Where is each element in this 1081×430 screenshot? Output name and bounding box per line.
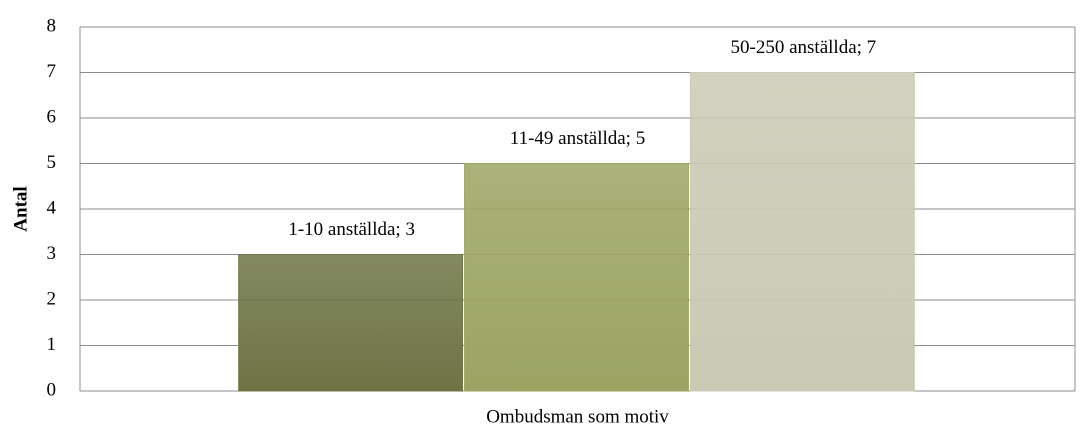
y-axis-label: Antal — [10, 186, 31, 231]
x-tick-label: Ombudsman som motiv — [486, 406, 669, 427]
y-tick-label: 8 — [47, 15, 57, 36]
bar — [238, 254, 464, 392]
bar — [464, 163, 689, 392]
y-tick-label: 7 — [47, 61, 57, 82]
y-tick-label: 1 — [47, 334, 57, 355]
data-label: 11-49 anställda; 5 — [510, 128, 645, 149]
y-tick-label: 3 — [47, 243, 57, 264]
y-tick-label: 2 — [47, 288, 57, 309]
data-label: 50-250 anställda; 7 — [731, 37, 877, 58]
y-tick-label: 5 — [47, 152, 57, 173]
bar — [689, 72, 915, 392]
y-tick-label: 6 — [47, 106, 57, 127]
y-tick-label: 0 — [47, 379, 57, 400]
y-tick-label: 4 — [47, 197, 57, 218]
data-label: 1-10 anställda; 3 — [288, 219, 415, 240]
